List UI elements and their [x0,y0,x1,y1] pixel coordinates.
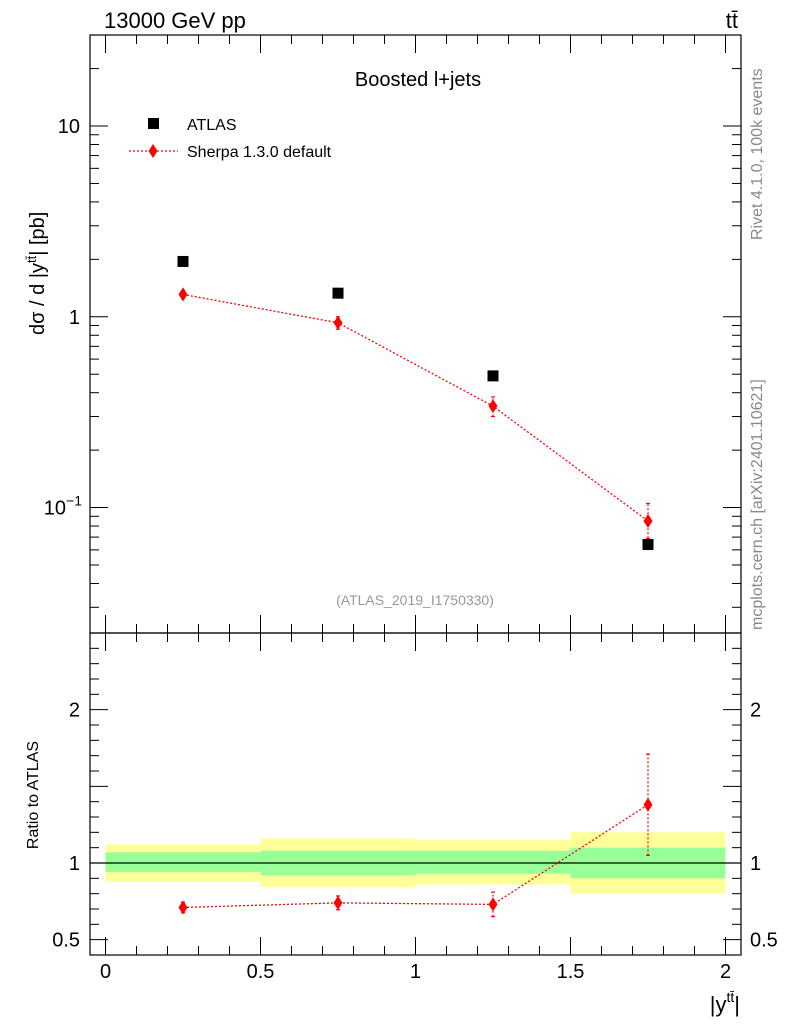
ratio-x-tick-label: 1.5 [557,961,585,983]
ratio-y-tick-label: 2 [69,700,80,722]
ratio-y-tick-label: 1 [69,853,80,875]
legend-sherpa-label: Sherpa 1.3.0 default [187,144,332,161]
main-ylabel: dσ / d |ytt̄| [pb] [24,212,49,335]
ratio-xlabel: |ytt̄| [710,989,740,1017]
stat-uncertainty-band [105,852,261,873]
ratio-sherpa-point [333,895,343,910]
energy-label: 13000 GeV pp [104,8,246,33]
ratio-x-tick-label: 0 [100,961,111,983]
legend-atlas-marker [148,118,159,129]
sherpa-point [178,287,188,302]
legend: ATLAS Sherpa 1.3.0 default [129,117,332,161]
ratio-sherpa-point [488,897,498,912]
ratio-x-tick-label: 2 [720,961,731,983]
ratio-plot-content [90,753,741,918]
legend-atlas-label: ATLAS [187,117,237,134]
rivet-version-label: Rivet 4.1.0, 100k events [749,68,766,240]
ratio-x-tick-label: 1 [410,961,421,983]
ratio-sherpa-line [182,804,649,909]
main-axis-ticks: 10−1 1 10 [44,34,741,633]
ratio-ylabel: Ratio to ATLAS [25,741,42,849]
sherpa-point [488,399,498,414]
ratio-y-tick-label-right: 2 [750,700,761,722]
ratio-panel: 0.5 0.5 1 1 2 2 0 0.5 1 1.5 2 Ratio to ATLAS |ytt̄… [25,632,778,1017]
ratio-y-tick-label-right: 1 [750,853,761,875]
ratio-sherpa-point [643,797,653,812]
stat-uncertainty-band [415,850,571,874]
mcplots-label: mcplots.cern.ch [arXiv:2401.10621] [749,379,766,630]
process-label: tt̄ [726,8,738,33]
analysis-tag: (ATLAS_2019_I1750330) [336,592,494,608]
ratio-y-tick-label: 0.5 [52,930,80,952]
ratio-sherpa-point [178,900,188,915]
ratio-x-tick-label: 0.5 [247,961,275,983]
main-y-tick-label: 10 [58,116,80,138]
main-plot-content [177,255,654,551]
main-y-tick-label: 1 [69,307,80,329]
main-y-tick-label: 10−1 [44,493,82,520]
atlas-point [177,255,189,267]
sherpa-point [333,315,343,330]
atlas-point [642,539,654,551]
sherpa-point [643,514,653,529]
legend-sherpa-marker [148,144,158,158]
main-panel: 10−1 1 10 Boosted l+jets (ATLAS_2019_I1750… [24,34,742,634]
atlas-point [332,287,344,299]
sherpa-line [182,293,649,522]
ratio-y-tick-label-right: 0.5 [750,930,778,952]
atlas-point [487,370,499,382]
main-title: Boosted l+jets [355,69,481,91]
ratio-axis-ticks: 0.5 0.5 1 1 2 2 0 0.5 1 1.5 2 [52,632,778,983]
